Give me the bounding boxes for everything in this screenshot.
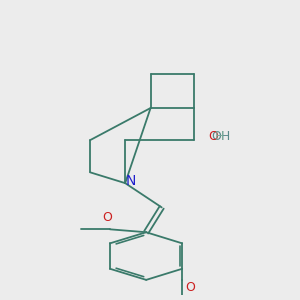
Text: OH: OH xyxy=(211,130,230,143)
Text: O: O xyxy=(186,281,196,294)
Text: O: O xyxy=(103,211,112,224)
Text: H: H xyxy=(215,130,224,143)
Text: N: N xyxy=(126,174,136,188)
Text: O: O xyxy=(208,130,218,143)
